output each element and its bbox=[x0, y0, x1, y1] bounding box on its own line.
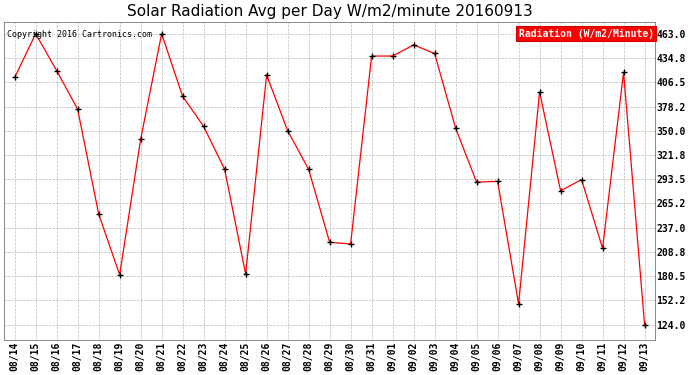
Text: Copyright 2016 Cartronics.com: Copyright 2016 Cartronics.com bbox=[8, 30, 152, 39]
Title: Solar Radiation Avg per Day W/m2/minute 20160913: Solar Radiation Avg per Day W/m2/minute … bbox=[127, 4, 533, 19]
Text: Radiation (W/m2/Minute): Radiation (W/m2/Minute) bbox=[519, 29, 653, 39]
